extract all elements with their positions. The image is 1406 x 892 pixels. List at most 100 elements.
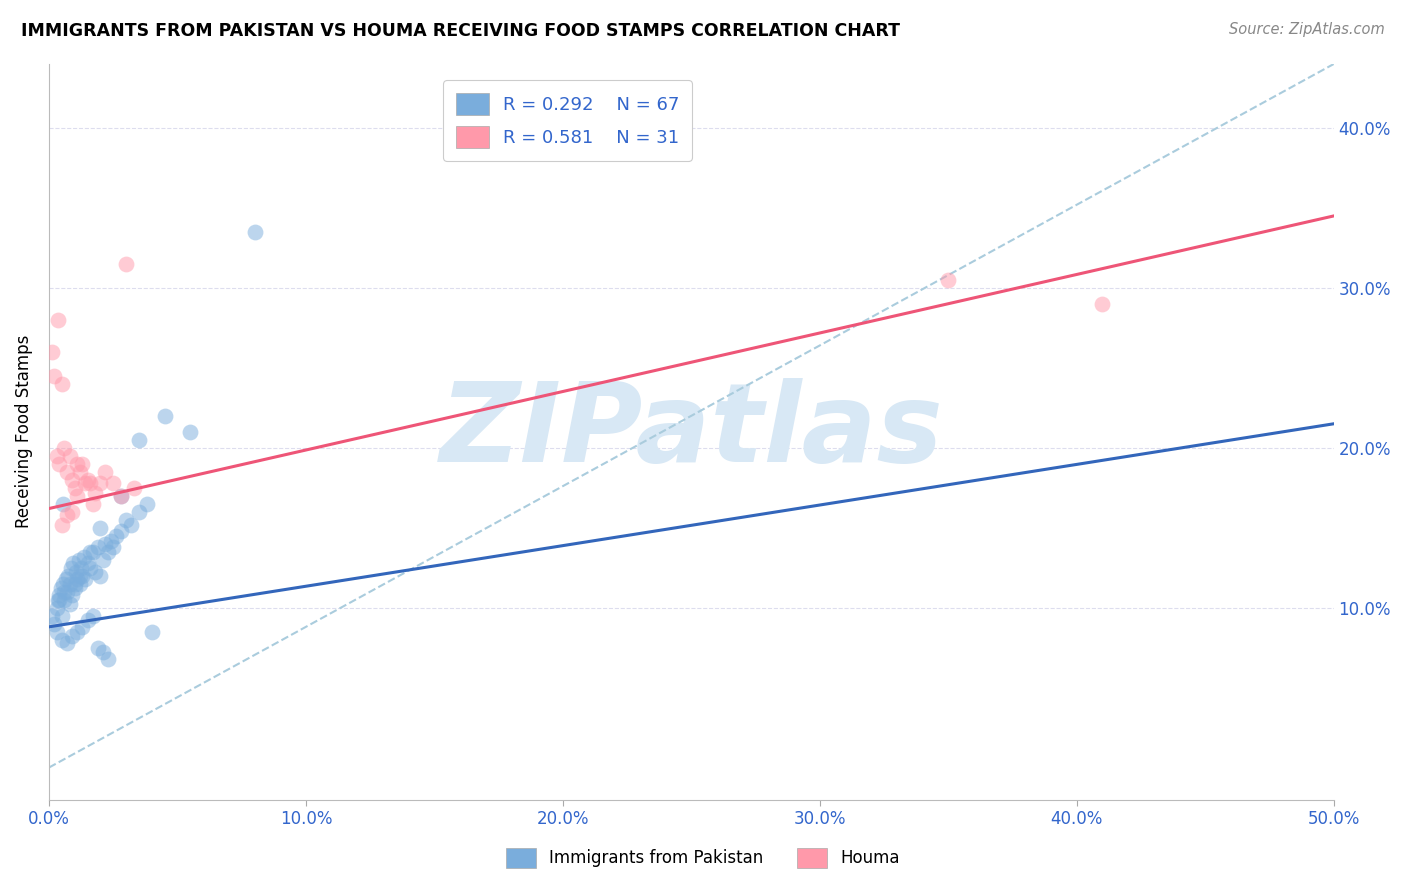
Point [69, 576, 91, 591]
Point [97, 652, 120, 666]
Point [52, 497, 75, 511]
Point [103, 540, 125, 554]
Point [67, 552, 90, 566]
Point [87, 640, 110, 655]
Point [46, 592, 69, 607]
Point [1091, 297, 1114, 311]
Point [89, 568, 111, 582]
Point [104, 529, 127, 543]
Y-axis label: Receiving Food Stamps: Receiving Food Stamps [15, 335, 32, 528]
Text: ZIPatlas: ZIPatlas [440, 378, 943, 485]
Point [89, 521, 111, 535]
Point [48, 592, 70, 607]
Point [46, 313, 69, 327]
Point [243, 225, 266, 239]
Point [56, 465, 79, 479]
Point [122, 481, 145, 495]
Point [79, 560, 101, 574]
Point [179, 425, 201, 439]
Point [128, 505, 150, 519]
Point [51, 608, 73, 623]
Point [72, 457, 94, 471]
Point [45, 449, 67, 463]
Legend: R = 0.292    N = 67, R = 0.581    N = 31: R = 0.292 N = 67, R = 0.581 N = 31 [443, 80, 692, 161]
Point [936, 273, 959, 287]
Point [66, 624, 89, 639]
Point [48, 457, 70, 471]
Point [45, 600, 67, 615]
Point [41, 344, 63, 359]
Point [63, 576, 86, 591]
Point [110, 489, 132, 503]
Point [51, 632, 73, 647]
Point [60, 630, 83, 644]
Point [91, 645, 114, 659]
Point [48, 588, 70, 602]
Point [58, 449, 80, 463]
Point [135, 497, 157, 511]
Point [128, 433, 150, 447]
Point [69, 568, 91, 582]
Point [42, 368, 65, 383]
Point [76, 473, 98, 487]
Point [56, 636, 79, 650]
Point [84, 485, 107, 500]
Point [82, 497, 104, 511]
Point [45, 624, 67, 639]
Point [115, 257, 138, 271]
Point [73, 572, 96, 586]
Point [94, 537, 117, 551]
Point [97, 545, 120, 559]
Point [100, 533, 122, 548]
Point [91, 552, 114, 566]
Point [72, 568, 94, 582]
Text: IMMIGRANTS FROM PAKISTAN VS HOUMA RECEIVING FOOD STAMPS CORRELATION CHART: IMMIGRANTS FROM PAKISTAN VS HOUMA RECEIV… [21, 22, 900, 40]
Point [53, 441, 76, 455]
Point [110, 524, 132, 538]
Point [153, 409, 176, 423]
Point [60, 588, 83, 602]
Point [42, 616, 65, 631]
Point [58, 598, 80, 612]
Point [69, 465, 91, 479]
Point [63, 481, 86, 495]
Point [73, 475, 96, 490]
Point [56, 584, 79, 599]
Point [66, 489, 89, 503]
Text: Source: ZipAtlas.com: Source: ZipAtlas.com [1229, 22, 1385, 37]
Point [115, 513, 138, 527]
Point [70, 560, 93, 574]
Point [103, 475, 125, 490]
Point [72, 620, 94, 634]
Point [55, 572, 77, 586]
Point [63, 582, 86, 596]
Point [89, 475, 111, 490]
Point [73, 549, 96, 564]
Point [65, 566, 87, 580]
Point [53, 592, 76, 607]
Point [82, 545, 104, 559]
Point [120, 517, 142, 532]
Point [66, 457, 89, 471]
Point [51, 376, 73, 391]
Point [41, 608, 63, 623]
Legend: Immigrants from Pakistan, Houma: Immigrants from Pakistan, Houma [499, 841, 907, 875]
Point [62, 556, 84, 570]
Point [58, 568, 80, 582]
Point [76, 556, 98, 570]
Point [52, 576, 75, 591]
Point [79, 475, 101, 490]
Point [79, 545, 101, 559]
Point [110, 489, 132, 503]
Point [60, 505, 83, 519]
Point [141, 624, 163, 639]
Point [94, 465, 117, 479]
Point [87, 540, 110, 554]
Point [66, 572, 89, 586]
Point [51, 517, 73, 532]
Point [76, 614, 98, 628]
Point [49, 582, 72, 596]
Point [59, 560, 82, 574]
Point [84, 566, 107, 580]
Point [82, 608, 104, 623]
